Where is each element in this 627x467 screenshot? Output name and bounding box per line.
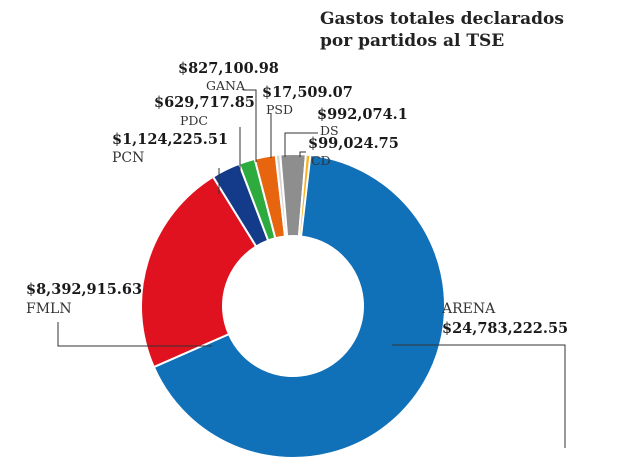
label-arena-value: $24,783,222.55 [442, 320, 568, 337]
leader-gana [243, 89, 257, 162]
slice-fmln [140, 175, 258, 369]
leader-ds [284, 132, 318, 157]
chart-title-line-1: Gastos totales declarados [320, 9, 564, 29]
label-pdc-name: PDC [180, 113, 208, 128]
leader-arena [392, 344, 566, 448]
label-pcn-name: PCN [112, 150, 144, 166]
label-gana-name: GANA [206, 78, 246, 93]
leader-fmln [57, 322, 212, 347]
label-cd-name: CD [311, 153, 331, 168]
slice-cd [297, 153, 312, 238]
label-psd-name: PSD [266, 102, 293, 117]
label-cd-value: $99,024.75 [308, 135, 399, 152]
chart-title-line-2: por partidos al TSE [320, 31, 504, 51]
label-pdc-value: $629,717.85 [154, 94, 255, 111]
label-pcn-value: $1,124,225.51 [112, 131, 228, 148]
leader-cd [299, 151, 306, 157]
label-fmln-value: $8,392,915.63 [26, 281, 142, 298]
label-ds-name: DS [320, 123, 339, 138]
label-gana-value: $827,100.98 [178, 60, 279, 77]
label-psd-value: $17,509.07 [262, 84, 353, 101]
label-ds-value: $992,074.1 [317, 106, 408, 123]
label-fmln-name: FMLN [26, 301, 72, 317]
slice-arena [152, 153, 446, 459]
leader-lines [57, 89, 566, 448]
label-arena-name: ARENA [441, 301, 496, 317]
donut-slices [140, 153, 446, 459]
